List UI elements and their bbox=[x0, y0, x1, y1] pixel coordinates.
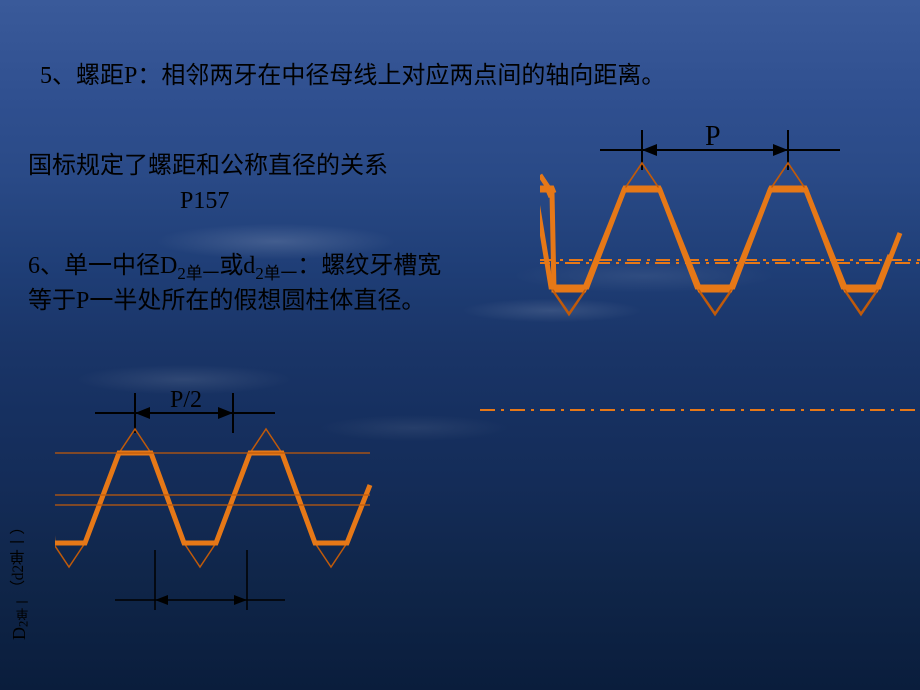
item6-text: 6、单一中径D2单一或d2单一：螺纹牙槽宽等于P一半处所在的假想圆柱体直径。 bbox=[28, 250, 458, 319]
d-paren: （d2单一） bbox=[10, 519, 27, 596]
d-prefix: D bbox=[9, 627, 29, 640]
p-half-label: P/2 bbox=[170, 387, 202, 413]
item6-sub1: 2单一 bbox=[177, 264, 219, 283]
thread-diagram-left: P/2 bbox=[55, 385, 405, 665]
title-text: 5、螺距P：相邻两牙在中径母线上对应两点间的轴向距离。 bbox=[40, 60, 880, 94]
d-sub: 2单一 bbox=[17, 596, 31, 628]
item6-mid: 或d bbox=[219, 253, 255, 279]
item6-prefix: 6、单一中径D bbox=[28, 253, 177, 279]
thread-diagram-right-main bbox=[540, 115, 920, 415]
subtitle-line1: 国标规定了螺距和公称直径的关系 bbox=[28, 150, 388, 184]
subtitle-line2: P157 bbox=[180, 185, 229, 219]
item6-sub2: 2单一 bbox=[255, 264, 297, 283]
lower-dash-line bbox=[480, 400, 920, 420]
d-dimension-label: D2单一（d2单一） bbox=[8, 480, 33, 640]
